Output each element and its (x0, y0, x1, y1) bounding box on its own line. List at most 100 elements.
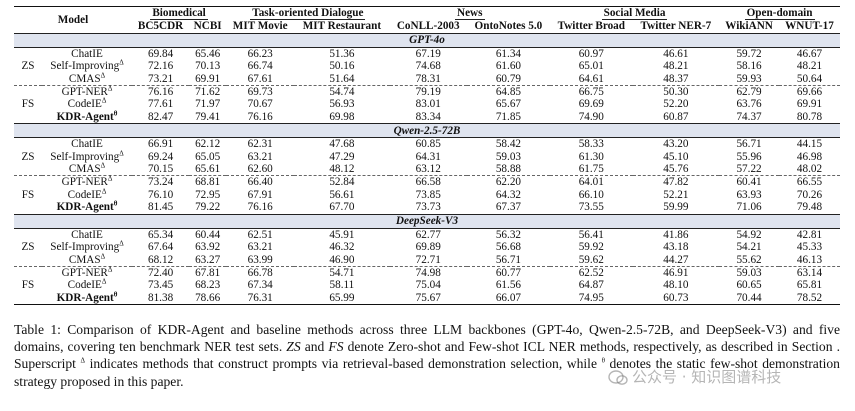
score-cell: 64.01 (549, 175, 633, 189)
score-cell: 59.92 (578, 241, 604, 254)
table-row: KDR-Agentθ 81.45 79.22 76.16 67.70 73.73 67.37… (14, 199, 840, 214)
score-cell: 69.91 (195, 72, 221, 85)
score-cell: 76.16 (247, 110, 273, 123)
score-cell: 83.01 (415, 98, 441, 111)
score-cell: 70.26 (796, 188, 823, 201)
score-cell: 56.71 (736, 138, 762, 151)
score-cell: 61.34 (495, 47, 521, 60)
method-name: CodeIEΔ (67, 96, 107, 111)
backbone-header-row: Qwen-2.5-72B (14, 123, 840, 139)
setting-label: ZS (21, 60, 35, 73)
table-row: Self-ImprovingΔ 72.16 70.13 66.74 50.16 74.68… (14, 59, 840, 73)
score-cell: 41.86 (663, 228, 689, 241)
score-cell: 70.67 (247, 98, 273, 111)
score-cell: 74.98 (389, 265, 467, 280)
header-dataset: Twitter NER-7 (632, 20, 720, 34)
score-cell: 69.69 (578, 98, 604, 111)
score-cell: 56.41 (578, 228, 604, 241)
score-cell: 77.61 (147, 98, 174, 111)
header-dataset: WikiANN (719, 20, 779, 34)
score-cell: 63.21 (247, 150, 273, 163)
score-cell: 44.27 (663, 253, 689, 266)
score-cell: 62.20 (466, 175, 550, 189)
score-cell: 66.23 (247, 47, 273, 60)
score-cell: 69.91 (796, 98, 823, 111)
score-cell: 59.99 (663, 201, 689, 214)
score-cell: 67.34 (247, 279, 273, 292)
score-cell: 50.16 (329, 60, 355, 73)
score-cell: 58.88 (495, 163, 521, 176)
score-cell: 45.91 (329, 228, 355, 241)
score-cell: 66.75 (549, 85, 633, 99)
score-cell: 45.76 (663, 163, 689, 176)
score-cell: 63.93 (736, 188, 762, 201)
score-cell: 73.73 (415, 201, 441, 214)
score-cell: 78.66 (195, 291, 221, 304)
score-cell: 63.27 (195, 253, 221, 266)
score-cell: 65.01 (578, 60, 604, 73)
score-cell: 76.16 (247, 201, 273, 214)
method-name: CMASΔ (68, 161, 106, 176)
score-cell: 67.64 (147, 241, 174, 254)
method-name: GPT-NERΔ (42, 175, 132, 189)
backbone-label: DeepSeek-V3 (14, 213, 840, 229)
method-name: GPT-NERΔ (42, 266, 132, 280)
table-row: ZS ChatIE 65.34 60.44 62.51 45.91 62.77 56.32 56… (14, 228, 840, 253)
score-cell: 43.20 (663, 138, 689, 151)
score-cell: 64.85 (466, 85, 550, 99)
score-cell: 60.97 (578, 47, 604, 60)
method-name: KDR-Agentθ (56, 289, 118, 304)
score-cell: 65.34 (147, 228, 174, 241)
score-cell: 65.46 (195, 47, 221, 60)
score-cell: 44.15 (796, 138, 823, 151)
score-cell: 59.62 (578, 253, 604, 266)
score-cell: 61.56 (495, 279, 521, 292)
score-cell: 47.68 (329, 138, 355, 151)
header-dataset: WNUT-17 (778, 20, 840, 34)
table-row: CMASΔ 68.12 63.27 63.99 46.90 72.71 56.71 59.62… (14, 251, 840, 267)
table-row: CMASΔ 70.15 65.61 62.60 48.12 63.12 58.88 61.75… (14, 161, 840, 176)
method-name: KDR-Agentθ (56, 199, 118, 214)
score-cell: 68.81 (189, 175, 227, 189)
score-cell: 66.55 (778, 175, 840, 189)
score-cell: 48.12 (329, 163, 355, 176)
method-name: Self-ImprovingΔ (50, 239, 124, 254)
score-cell: 56.68 (495, 241, 521, 254)
score-cell: 48.37 (663, 72, 689, 85)
score-cell: 75.04 (415, 279, 441, 292)
score-cell: 69.84 (147, 47, 174, 60)
score-cell: 55.62 (736, 253, 762, 266)
results-table-body: GPT-4o ZS ChatIE 69.84 65.46 66.23 51.36 67.19 6… (14, 32, 840, 305)
watermark-text: 公众号 · 知识图谱科技 (632, 368, 782, 386)
score-cell: 76.31 (247, 291, 273, 304)
score-cell: 58.33 (578, 138, 604, 151)
score-cell: 61.30 (578, 150, 604, 163)
score-cell: 71.06 (736, 201, 762, 214)
score-cell: 67.19 (415, 47, 441, 60)
table-row: Self-ImprovingΔ 67.64 63.92 63.21 46.32 69.89… (14, 239, 840, 254)
score-cell: 51.36 (329, 47, 355, 60)
watermark: 公众号 · 知识图谱科技 (608, 366, 781, 387)
score-cell: 59.72 (736, 47, 762, 60)
score-cell: 60.79 (495, 72, 521, 85)
score-cell: 78.52 (796, 291, 823, 304)
score-cell: 48.21 (796, 60, 823, 73)
score-cell: 71.62 (189, 85, 227, 99)
score-cell: 63.92 (195, 241, 221, 254)
score-cell: 62.52 (549, 265, 633, 280)
header-dataset: NCBI (189, 20, 227, 34)
setting-label: FS (14, 265, 42, 305)
method-name: CMASΔ (68, 251, 106, 266)
score-cell: 62.79 (719, 85, 779, 99)
score-cell: 60.73 (663, 291, 689, 304)
score-cell: 45.10 (663, 150, 689, 163)
score-cell: 56.93 (329, 98, 355, 111)
score-cell: 70.13 (195, 60, 221, 73)
score-cell: 69.73 (226, 85, 295, 99)
method-name: ChatIE (71, 47, 103, 60)
score-cell: 65.99 (329, 291, 355, 304)
backbone-label: GPT-4o (14, 32, 840, 48)
header-group-open-domain: Open-domain (744, 7, 815, 21)
table-row: CodeIEΔ 76.10 72.95 67.91 56.61 73.85 64.32 66.… (14, 188, 840, 201)
score-cell: 47.82 (632, 175, 720, 189)
